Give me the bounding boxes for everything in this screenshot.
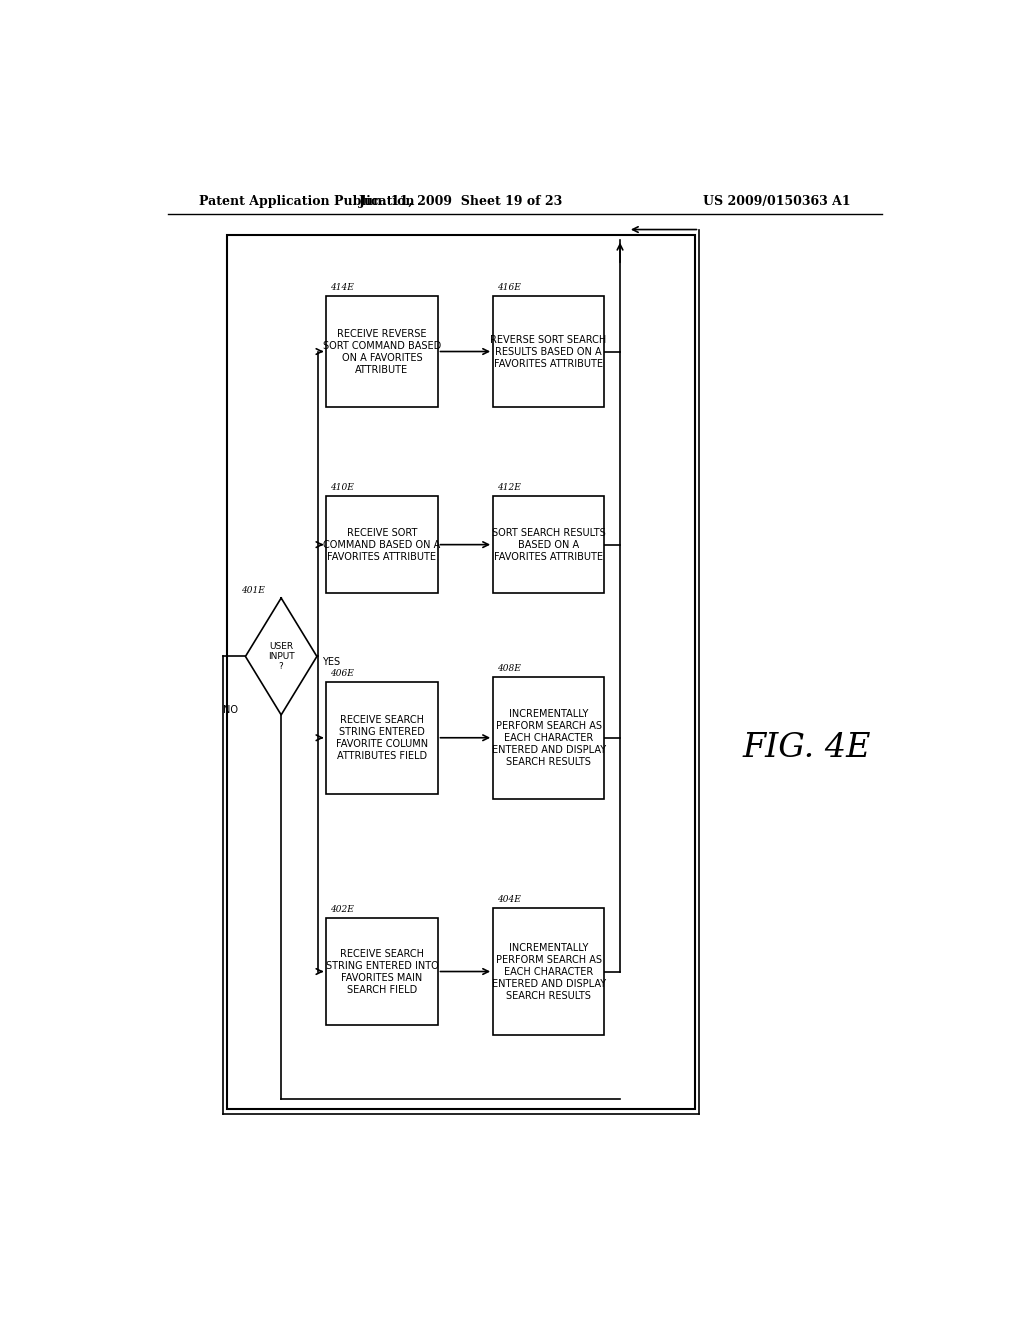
Bar [327,682,437,793]
Bar [327,496,437,593]
Text: 406E: 406E [331,669,354,677]
Text: INCREMENTALLY
PERFORM SEARCH AS
EACH CHARACTER
ENTERED AND DISPLAY
SEARCH RESULT: INCREMENTALLY PERFORM SEARCH AS EACH CHA… [492,942,605,1001]
Bar [494,677,604,799]
Text: RECEIVE SEARCH
STRING ENTERED INTO
FAVORITES MAIN
SEARCH FIELD: RECEIVE SEARCH STRING ENTERED INTO FAVOR… [326,949,438,994]
Text: 408E: 408E [497,664,521,673]
Text: 414E: 414E [331,282,354,292]
Text: REVERSE SORT SEARCH
RESULTS BASED ON A
FAVORITES ATTRIBUTE: REVERSE SORT SEARCH RESULTS BASED ON A F… [490,334,607,368]
Text: NO: NO [222,705,238,715]
Text: 416E: 416E [497,282,521,292]
Text: RECEIVE REVERSE
SORT COMMAND BASED
ON A FAVORITES
ATTRIBUTE: RECEIVE REVERSE SORT COMMAND BASED ON A … [323,329,441,375]
Text: 402E: 402E [331,906,354,913]
Text: 404E: 404E [497,895,521,904]
Text: SORT SEARCH RESULTS
BASED ON A
FAVORITES ATTRIBUTE: SORT SEARCH RESULTS BASED ON A FAVORITES… [492,528,605,561]
Text: FIG. 4E: FIG. 4E [742,731,870,764]
Text: YES: YES [322,656,340,667]
Text: RECEIVE SORT
COMMAND BASED ON A
FAVORITES ATTRIBUTE: RECEIVE SORT COMMAND BASED ON A FAVORITE… [324,528,440,561]
Text: USER
INPUT
?: USER INPUT ? [268,642,295,672]
Bar [494,908,604,1035]
Text: 401E: 401E [242,586,265,595]
Bar [494,496,604,593]
Bar [327,919,437,1024]
Text: INCREMENTALLY
PERFORM SEARCH AS
EACH CHARACTER
ENTERED AND DISPLAY
SEARCH RESULT: INCREMENTALLY PERFORM SEARCH AS EACH CHA… [492,709,605,767]
Bar [327,296,437,408]
Text: 410E: 410E [331,483,354,492]
Text: 412E: 412E [497,483,521,492]
Bar [227,235,695,1109]
Text: US 2009/0150363 A1: US 2009/0150363 A1 [702,194,850,207]
Text: Patent Application Publication: Patent Application Publication [200,194,415,207]
Text: RECEIVE SEARCH
STRING ENTERED
FAVORITE COLUMN
ATTRIBUTES FIELD: RECEIVE SEARCH STRING ENTERED FAVORITE C… [336,714,428,760]
Text: Jun. 11, 2009  Sheet 19 of 23: Jun. 11, 2009 Sheet 19 of 23 [359,194,563,207]
Bar [494,296,604,408]
